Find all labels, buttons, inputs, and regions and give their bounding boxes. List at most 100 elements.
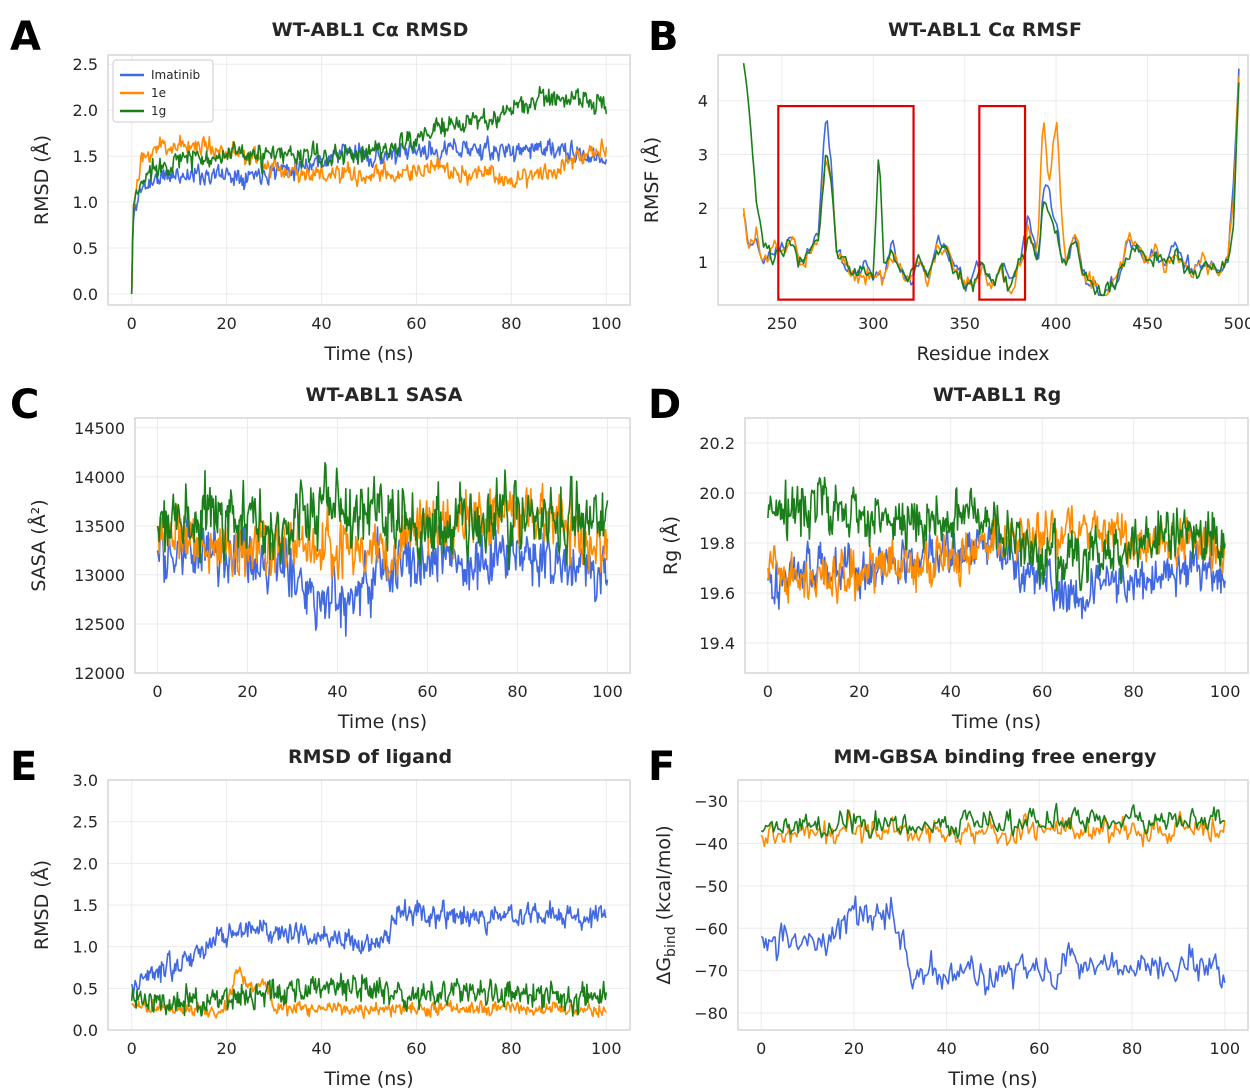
x-tick-label: 40 [311,1039,331,1058]
y-tick-label: 3 [698,145,708,164]
series-line-imatinib-f [760,895,1226,996]
series-line-1e-c [156,482,609,581]
y-tick-label: 1.0 [73,938,98,957]
chart-title-a: WT-ABL1 Cα RMSD [272,19,469,41]
y-tick-label: 2.0 [73,854,98,873]
x-tick-label: 20 [216,314,236,333]
x-tick-label: 80 [1124,682,1144,701]
y-tick-label: 14000 [74,468,125,487]
x-tick-label: 350 [949,314,980,333]
y-axis-label-a: RMSD (Å) [30,135,53,225]
y-axis-label-b: RMSF (Å) [640,137,663,223]
x-tick-label: 300 [858,314,889,333]
y-tick-label: −70 [694,962,728,981]
y-tick-label: 14500 [74,419,125,438]
y-tick-label: −60 [694,919,728,938]
x-tick-label: 450 [1132,314,1163,333]
y-tick-label: 1.5 [73,896,98,915]
series-line-1e-e [131,966,607,1020]
y-tick-label: 12500 [74,615,125,634]
panel-letter-a: A [10,14,41,60]
series-line-imatinib-e [130,898,607,996]
y-tick-label: 0.0 [73,285,98,304]
y-tick-label: 4 [698,92,708,111]
y-tick-label: −30 [694,792,728,811]
x-tick-label: 40 [936,1039,956,1058]
series-line-imatinib-a [130,135,608,295]
x-axis-label-f: Time (ns) [947,1068,1037,1090]
axes-frame-f [737,779,1249,1031]
x-tick-label: 100 [591,1039,622,1058]
legend-label: 1g [151,104,166,118]
chart-title-b: WT-ABL1 Cα RMSF [888,19,1082,41]
x-axis-label-e: Time (ns) [323,1068,413,1090]
x-tick-label: 0 [756,1039,766,1058]
axes-frame-d [744,417,1249,674]
legend: Imatinib 1e 1g [112,59,214,123]
y-tick-label: 2 [698,199,708,218]
y-tick-label: 1.5 [73,147,98,166]
x-tick-label: 100 [591,314,622,333]
axes-frame-e [107,779,631,1031]
series-line-1g-e [130,972,608,1017]
x-tick-label: 40 [311,314,331,333]
panel-letter-d: D [648,382,681,428]
x-tick-label: 100 [592,682,623,701]
x-tick-label: 20 [216,1039,236,1058]
y-tick-label: 1 [698,253,708,272]
y-tick-label: 19.4 [699,634,735,653]
y-tick-label: 1.0 [73,193,98,212]
y-axis-label-f: ΔGbind (kcal/mol) [653,825,679,984]
y-tick-label: −80 [694,1004,728,1023]
axes-frame-b [717,54,1249,306]
x-tick-label: 80 [507,682,527,701]
series-line-imatinib-b [742,68,1240,297]
x-tick-label: 60 [406,314,426,333]
panel-d: D WT-ABL1 Rg 0 20 40 60 80 100 19.4 19.6 19.8 20.0 2… [648,382,1249,733]
x-tick-label: 250 [767,314,798,333]
x-tick-label: 20 [849,682,869,701]
series-line-1g-f [760,802,1226,840]
x-tick-label: 40 [327,682,347,701]
x-tick-label: 80 [501,314,521,333]
chart-title-e: RMSD of ligand [288,746,452,768]
x-tick-label: 80 [1122,1039,1142,1058]
chart-title-d: WT-ABL1 Rg [933,384,1061,406]
x-tick-label: 60 [406,1039,426,1058]
x-tick-label: 100 [1210,1039,1241,1058]
panel-c: C WT-ABL1 SASA 0 20 40 60 80 100 12000 12500 13000… [10,382,631,733]
series-line-1g-c [156,461,609,571]
highlight-box-1 [777,104,915,301]
x-tick-label: 80 [501,1039,521,1058]
y-tick-label: 19.8 [699,534,735,553]
y-tick-label: 13500 [74,517,125,536]
y-tick-label: 0.0 [73,1021,98,1040]
y-tick-label: 2.5 [73,813,98,832]
y-tick-label: 13000 [74,566,125,585]
y-axis-label-c: SASA (Å²) [27,499,50,591]
panel-e: E RMSD of ligand 0 20 40 60 80 100 0.0 0.5 1.0 1.5 2… [10,744,631,1090]
series-line-1g-d [767,476,1226,592]
series-line-1g-b [742,62,1240,297]
panel-f: F MM-GBSA binding free energy 0 20 40 60 80 100… [648,744,1249,1090]
x-tick-label: 60 [1029,1039,1049,1058]
x-tick-label: 40 [941,682,961,701]
x-axis-label-d: Time (ns) [951,711,1041,733]
chart-title-f: MM-GBSA binding free energy [834,746,1158,768]
series-line-1e-f [760,809,1226,848]
y-tick-label: 0.5 [73,979,98,998]
panel-a: A WT-ABL1 Cα RMSD 0 20 40 60 80 100 0.0 0.5 1.0 1.5… [10,14,631,365]
x-tick-label: 400 [1041,314,1072,333]
highlight-box-2 [978,104,1027,301]
y-tick-label: 12000 [74,664,125,683]
axes-frame-c [134,417,631,674]
y-tick-label: 3.0 [73,771,98,790]
x-axis-label-c: Time (ns) [337,711,427,733]
panel-letter-c: C [10,382,39,428]
x-tick-label: 100 [1210,682,1241,701]
x-tick-label: 500 [1224,314,1250,333]
chart-title-c: WT-ABL1 SASA [306,384,463,406]
series-line-1e-a [130,134,608,295]
legend-label: Imatinib [151,68,200,82]
y-tick-label: −50 [694,877,728,896]
